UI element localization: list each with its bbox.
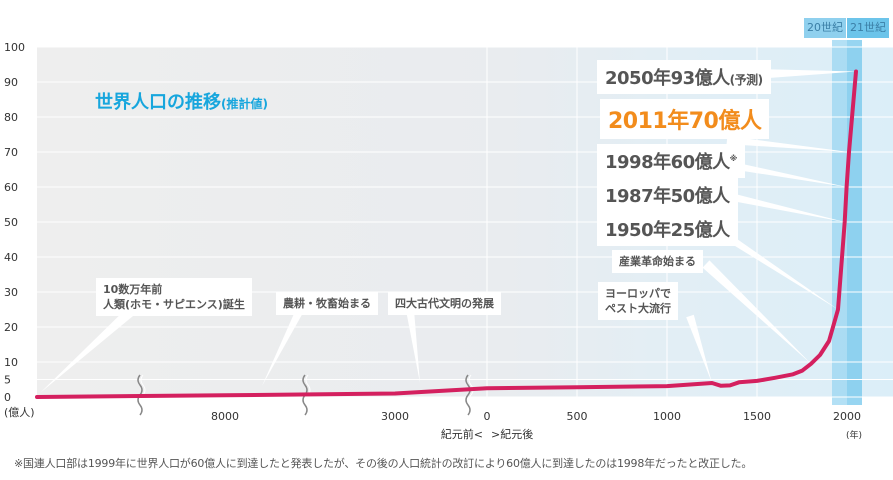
leader-line xyxy=(686,314,712,383)
annotation-2050: 2050年93億人(予測) xyxy=(597,60,771,94)
axis-break-icon xyxy=(468,374,474,416)
x-axis-unit: (年) xyxy=(846,429,862,441)
leader-line xyxy=(726,192,845,222)
annotation-1998: 1998年60億人※ xyxy=(597,144,745,178)
annotation-plague: ヨーロッパで ペスト大流行 xyxy=(598,282,678,320)
x-tick-label: 2000 xyxy=(833,410,861,423)
era-label-ad: >紀元後 xyxy=(491,427,533,441)
x-tick-label: 1500 xyxy=(743,410,771,423)
x-tick-label: 1000 xyxy=(653,410,681,423)
leader-line xyxy=(40,308,134,393)
y-tick-label: 10 xyxy=(4,356,18,369)
leader-line xyxy=(726,136,849,152)
era-label-bc: 紀元前< xyxy=(441,427,483,441)
leader-line xyxy=(702,260,811,364)
axis-break-icon xyxy=(465,374,471,416)
x-tick-label: 0 xyxy=(484,410,491,423)
y-axis-unit: (億人) xyxy=(4,406,35,419)
x-tick-label: 500 xyxy=(567,410,588,423)
annotation-ancient-civilizations: 四大古代文明の発展 xyxy=(388,292,501,315)
leader-line xyxy=(406,309,420,383)
y-tick-label: 100 xyxy=(4,41,25,54)
y-tick-label: 70 xyxy=(4,146,18,159)
y-tick-label: 40 xyxy=(4,251,18,264)
y-tick-label: 60 xyxy=(4,181,18,194)
annotation-agriculture: 農耕・牧畜始まる xyxy=(276,292,378,315)
century-header-21: 21世紀 xyxy=(847,18,889,38)
y-tick-label: 0 xyxy=(4,391,11,404)
y-tick-label: 90 xyxy=(4,76,18,89)
x-tick-label: 8000 xyxy=(211,410,239,423)
population-series-line xyxy=(35,69,858,399)
annotation-2011: 2011年70億人 xyxy=(600,99,770,139)
footnote: ※国連人口部は1999年に世界人口が60億人に到達したと発表したが、その後の人口… xyxy=(14,457,753,470)
leader-line xyxy=(717,228,838,310)
annotation-homo-sapiens: 10数万年前 人類(ホモ・サピエンス)誕生 xyxy=(96,278,252,316)
y-tick-label: 30 xyxy=(4,286,18,299)
y-tick-label: 20 xyxy=(4,321,18,334)
annotation-1950: 1950年25億人 xyxy=(597,212,738,246)
y-tick-label: 50 xyxy=(4,216,18,229)
century-header-20: 20世紀 xyxy=(804,18,846,38)
y-tick-label: 5 xyxy=(4,374,11,387)
chart-title: 世界人口の推移(推計値) xyxy=(95,92,268,113)
leader-line xyxy=(262,308,304,386)
y-tick-label: 80 xyxy=(4,111,18,124)
annotation-1987: 1987年50億人 xyxy=(597,178,738,212)
leader-line xyxy=(723,160,847,187)
x-tick-label: 3000 xyxy=(381,410,409,423)
leader-line xyxy=(755,69,856,79)
annotation-industrial-revolution: 産業革命始まる xyxy=(612,250,703,273)
